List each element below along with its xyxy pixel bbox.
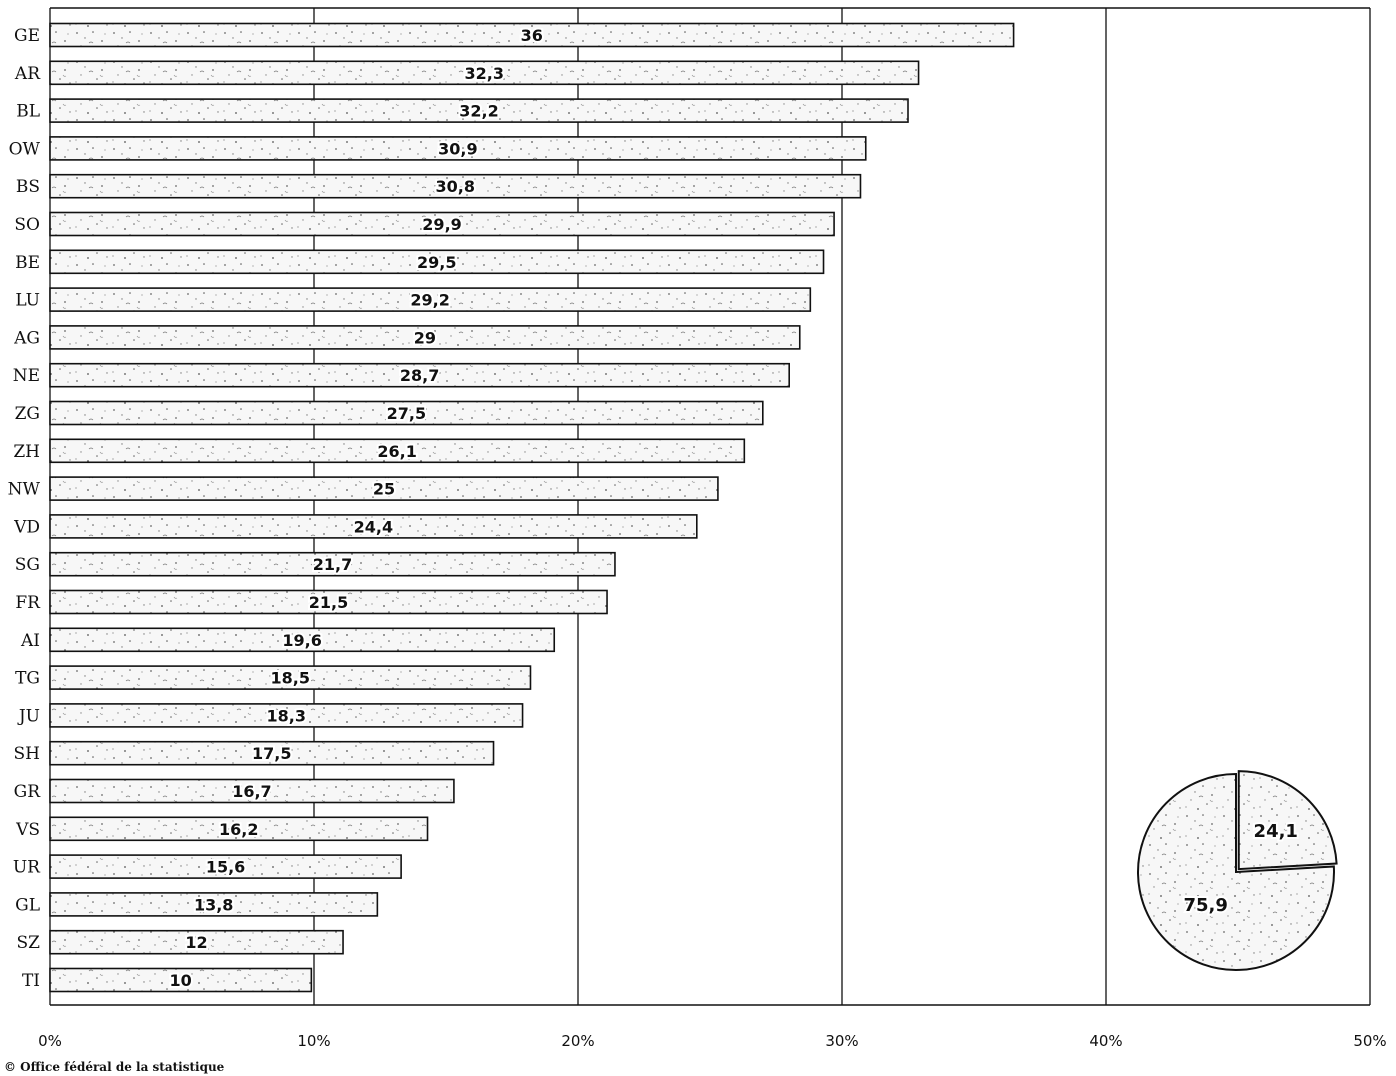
category-label-GL: GL <box>15 895 40 915</box>
category-label-NW: NW <box>8 480 41 500</box>
category-label-BL: BL <box>16 102 40 122</box>
x-tick-label-3: 30% <box>825 1032 858 1050</box>
category-label-OW: OW <box>9 139 41 159</box>
bar-NW <box>49 476 719 501</box>
bar-TI <box>49 967 313 993</box>
bar-GR <box>49 778 455 804</box>
data-label-SH: 17,5 <box>252 744 291 763</box>
category-label-ZG: ZG <box>15 404 40 424</box>
data-label-VS: 16,2 <box>219 820 258 839</box>
bar-AI <box>49 627 556 653</box>
data-label-BS: 30,8 <box>435 177 474 196</box>
data-label-SO: 29,9 <box>422 215 461 234</box>
x-tick-label-2: 20% <box>561 1032 594 1050</box>
bar-AR <box>49 60 920 86</box>
data-label-AG: 29 <box>414 328 436 347</box>
category-label-SH: SH <box>14 744 40 764</box>
bar-GE <box>49 22 1015 48</box>
bar-VS <box>49 816 429 842</box>
data-label-SZ: 12 <box>185 933 207 952</box>
data-label-TI: 10 <box>170 971 192 990</box>
bar-UR <box>49 854 402 879</box>
data-label-NW: 25 <box>373 480 395 499</box>
category-label-JU: JU <box>17 706 40 726</box>
data-label-TG: 18,5 <box>270 669 309 688</box>
bar-VD <box>49 514 698 539</box>
category-label-LU: LU <box>15 291 40 311</box>
data-label-GR: 16,7 <box>232 782 271 801</box>
pie-label-1: 75,9 <box>1183 895 1227 916</box>
bar-NE <box>49 362 791 388</box>
category-labels: GE AR BL OW BS SO BE LU AG NE ZG ZH NW VD SG FR AI TG JU SH… <box>8 26 42 991</box>
category-label-VS: VS <box>15 820 40 840</box>
bar-AG <box>49 325 801 350</box>
data-label-AR: 32,3 <box>465 64 504 83</box>
data-label-LU: 29,2 <box>410 291 449 310</box>
category-label-GE: GE <box>14 26 40 46</box>
bar-BE <box>49 249 825 275</box>
bar-JU <box>49 703 524 728</box>
category-label-FR: FR <box>15 593 41 613</box>
x-tick-label-0: 0% <box>38 1032 62 1050</box>
bar-BL <box>49 98 909 123</box>
bar-TG <box>49 665 532 690</box>
bar-SZ <box>49 929 344 955</box>
data-label-ZG: 27,5 <box>387 404 426 423</box>
category-label-AR: AR <box>14 64 41 84</box>
category-label-ZH: ZH <box>13 442 40 462</box>
category-label-BE: BE <box>15 253 40 273</box>
category-label-BS: BS <box>16 177 40 197</box>
x-axis-ticks: 0% 10% 20% 30% 40% 50% <box>38 1032 1387 1050</box>
bar-ZG <box>49 400 764 426</box>
category-label-TI: TI <box>22 971 40 991</box>
data-label-OW: 30,9 <box>438 139 477 158</box>
category-label-AG: AG <box>13 328 40 348</box>
data-label-BE: 29,5 <box>417 253 456 272</box>
data-label-JU: 18,3 <box>267 706 306 725</box>
bar-SO <box>49 211 835 237</box>
data-label-VD: 24,4 <box>354 517 393 536</box>
bars <box>49 22 1015 993</box>
pie-label-0: 24,1 <box>1254 821 1298 842</box>
data-label-AI: 19,6 <box>282 631 321 650</box>
bar-FR <box>49 589 608 615</box>
category-label-SZ: SZ <box>17 933 41 953</box>
bar-SG <box>49 551 616 577</box>
data-label-FR: 21,5 <box>309 593 348 612</box>
bar-BS <box>49 173 862 199</box>
data-label-GE: 36 <box>521 26 543 45</box>
pie-slice-1 <box>1137 772 1335 971</box>
data-labels: 36 32,3 32,2 30,9 30,8 29,9 29,5 29,2 29 28,7 27,5… <box>168 24 545 992</box>
data-label-ZH: 26,1 <box>377 442 416 461</box>
category-label-SO: SO <box>14 215 40 235</box>
bar-LU <box>49 287 812 312</box>
category-label-NE: NE <box>13 366 40 386</box>
data-label-BL: 32,2 <box>459 102 498 121</box>
category-label-AI: AI <box>20 631 40 651</box>
category-label-VD: VD <box>13 517 40 537</box>
category-label-UR: UR <box>13 858 41 878</box>
bar-ZH <box>49 438 746 464</box>
pie-chart: 24,1 75,9 <box>1137 770 1338 971</box>
x-tick-label-5: 50% <box>1353 1032 1386 1050</box>
category-label-TG: TG <box>15 669 40 689</box>
data-label-UR: 15,6 <box>206 858 245 877</box>
pie-slice-0 <box>1237 770 1338 871</box>
data-label-GL: 13,8 <box>194 895 233 914</box>
bar-OW <box>49 136 867 161</box>
copyright-credit: © Office fédéral de la statistique <box>4 1060 225 1074</box>
x-tick-label-1: 10% <box>297 1032 330 1050</box>
category-label-SG: SG <box>15 555 40 575</box>
bar-SH <box>49 740 495 766</box>
category-label-GR: GR <box>14 782 42 802</box>
data-label-NE: 28,7 <box>400 366 439 385</box>
data-label-SG: 21,7 <box>313 555 352 574</box>
bar-GL <box>49 892 379 917</box>
x-tick-label-4: 40% <box>1089 1032 1122 1050</box>
